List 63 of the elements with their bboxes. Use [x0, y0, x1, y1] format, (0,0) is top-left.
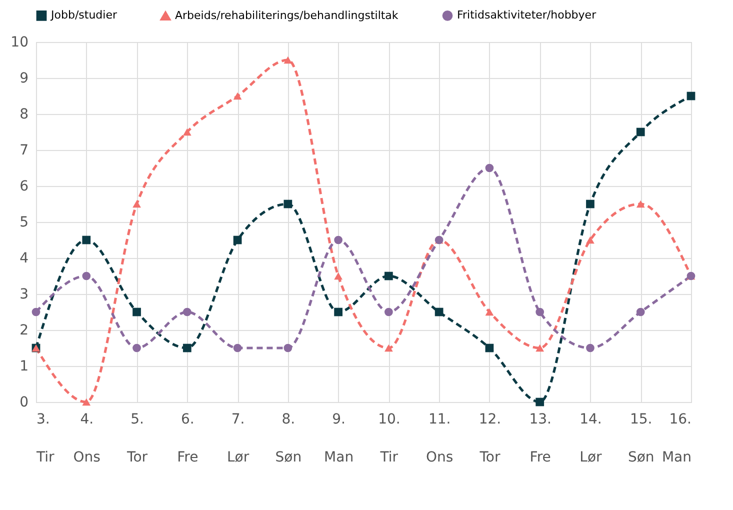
point: [82, 398, 91, 406]
y-tick-label: 5: [20, 214, 28, 230]
point: [485, 164, 494, 172]
category-label: 12. Tor: [478, 412, 502, 466]
point: [636, 308, 645, 316]
y-tick-label: 7: [20, 142, 28, 158]
point: [485, 308, 494, 316]
point: [636, 200, 645, 208]
point: [536, 344, 544, 352]
point: [334, 272, 342, 280]
category-label: 9. Man: [324, 412, 354, 466]
y-tick-label: 6: [20, 178, 29, 194]
category-label: 6. Fre: [177, 412, 198, 466]
category-label: 13. Fre: [529, 412, 552, 466]
point: [233, 236, 242, 244]
point: [384, 344, 393, 352]
point: [132, 200, 141, 208]
legend-label: Jobb/studier: [50, 8, 118, 22]
y-tick-label: 2: [20, 322, 28, 338]
category-label: 5. Tor: [127, 412, 148, 466]
point: [536, 398, 544, 406]
y-tick-label: 9: [20, 70, 28, 86]
category-label: 7. Lør: [226, 412, 250, 466]
point: [384, 272, 393, 280]
point: [284, 200, 292, 208]
point: [132, 308, 141, 316]
point: [334, 308, 342, 316]
point: [82, 236, 91, 244]
y-tick-label: 1: [20, 358, 28, 374]
point: [586, 344, 594, 352]
y-tick-label: 0: [20, 394, 28, 410]
point: [32, 308, 40, 316]
point: [182, 308, 192, 316]
point: [384, 308, 393, 316]
point: [132, 344, 141, 352]
point: [233, 344, 242, 352]
legend-label: Arbeids/rehabiliterings/behandlingstiltak: [175, 8, 399, 22]
y-tick-label: 4: [20, 250, 29, 266]
point: [182, 128, 192, 136]
category-label: 11. Ons: [426, 412, 454, 466]
point: [686, 92, 696, 100]
category-label: 3. Tir: [36, 412, 54, 466]
point: [586, 236, 594, 244]
point: [284, 344, 292, 352]
category-label: 14. Lør: [580, 412, 602, 466]
point: [485, 344, 494, 352]
point: [233, 92, 242, 100]
category-label: 16. Man: [662, 412, 692, 466]
point: [536, 308, 544, 316]
y-tick-label: 8: [20, 106, 28, 122]
point: [636, 128, 645, 136]
y-tick-label: 10: [10, 34, 28, 50]
legend-label: Fritidsaktiviteter/hobbyer: [457, 8, 597, 22]
category-label: 8. Søn: [275, 412, 302, 466]
point: [434, 308, 444, 316]
category-label: 4. Ons: [73, 412, 100, 466]
category-label: 15. Søn: [628, 412, 654, 466]
point: [334, 236, 342, 244]
point: [182, 344, 192, 352]
category-label: 10. Tir: [378, 412, 400, 466]
y-tick-label: 3: [20, 286, 28, 302]
point: [82, 272, 91, 280]
point: [586, 200, 594, 208]
